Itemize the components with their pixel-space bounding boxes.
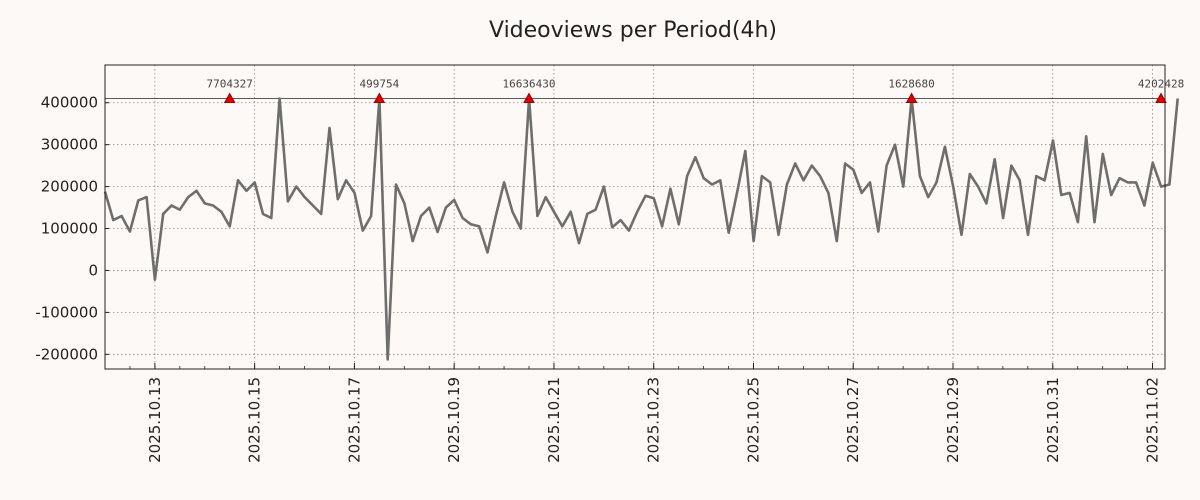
x-tick-label: 2025.10.21 [545, 377, 563, 463]
peak-label: 4202428 [1138, 78, 1184, 91]
peak-marker [223, 92, 236, 104]
plot-frame [104, 64, 1166, 370]
y-tick-label: 400000 [41, 94, 98, 112]
x-tick-label: 2025.11.02 [1144, 377, 1162, 463]
peak-label: 16636430 [503, 78, 556, 91]
y-tick-label: 200000 [41, 178, 98, 196]
x-tick-label: 2025.10.13 [146, 377, 164, 463]
peak-marker [523, 92, 535, 104]
y-tick-label: 0 [88, 261, 98, 279]
x-tick-label: 2025.10.23 [645, 377, 663, 463]
y-tick-label: -100000 [35, 303, 98, 321]
series-layer [103, 97, 1179, 361]
y-tick-label: 100000 [41, 220, 98, 238]
peak-marker [1155, 92, 1167, 104]
x-tick-label: 2025.10.29 [944, 377, 962, 463]
y-axis: 400000 300000 200000 100000 0 -100000 -200000 [35, 94, 109, 363]
y-tick-label: 300000 [41, 136, 98, 154]
y-tick-label: -200000 [35, 345, 98, 363]
x-tick-label: 2025.10.27 [844, 377, 862, 463]
x-tick-label: 2025.10.17 [345, 377, 363, 463]
x-axis: 2025.10.13 2025.10.15 2025.10.17 2025.10.19… [104, 363, 1162, 463]
peak-marker [373, 92, 386, 104]
peak-label: 499754 [359, 78, 399, 91]
peak-label: 1628680 [888, 78, 934, 91]
peak-markers: 7704327 499754 16636430 1628680 4202428 [207, 78, 1184, 104]
x-tick-label: 2025.10.15 [246, 377, 264, 463]
x-tick-label: 2025.10.25 [744, 377, 762, 463]
chart-title: Videoviews per Period(4h) [489, 18, 777, 43]
x-tick-label: 2025.10.31 [1044, 377, 1062, 463]
peak-marker [905, 92, 918, 104]
x-tick-label: 2025.10.19 [445, 377, 463, 463]
series-line [103, 97, 1179, 361]
grid [105, 65, 1165, 369]
peak-label: 7704327 [207, 78, 253, 91]
